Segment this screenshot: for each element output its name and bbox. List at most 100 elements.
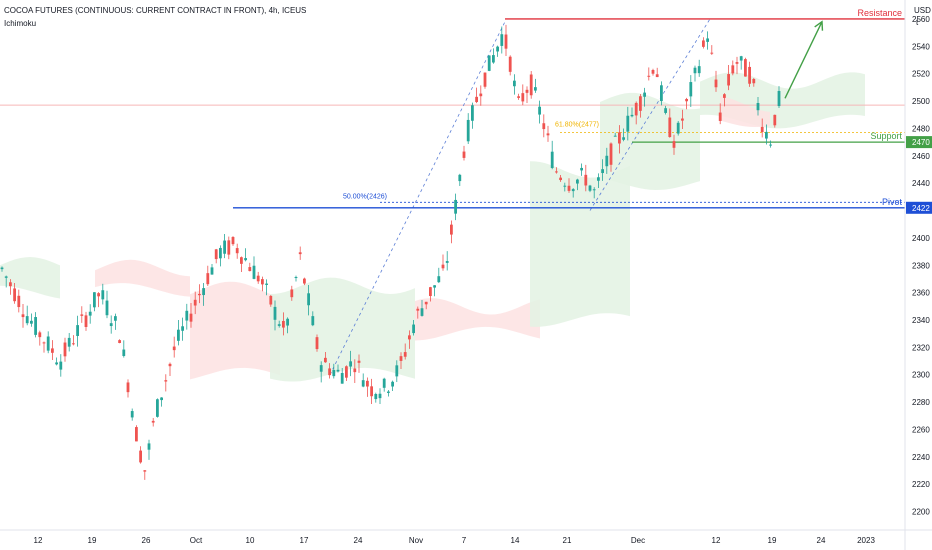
candle-body <box>487 55 491 71</box>
price-tick-label: 2300 <box>912 371 930 380</box>
price-tick-label: 2400 <box>912 234 930 243</box>
candle-body <box>118 340 121 343</box>
candle-body <box>164 380 168 382</box>
candle-body <box>559 177 562 181</box>
time-tick-label: 17 <box>300 536 309 545</box>
candle-body <box>261 279 264 285</box>
candle-body <box>265 283 268 285</box>
candle-body <box>294 277 298 279</box>
candle-body <box>752 78 756 84</box>
candle-body <box>76 325 79 336</box>
candle-body <box>9 282 12 287</box>
candle-body <box>471 105 474 121</box>
candle-body <box>227 240 231 255</box>
fib-label: 61.80%(2477) <box>555 122 599 129</box>
arrow-head-icon <box>814 20 824 31</box>
candle-body <box>639 96 642 111</box>
candle-body <box>525 89 529 93</box>
candle-body <box>97 293 100 297</box>
fib-trendline <box>589 18 711 211</box>
candle-body <box>168 363 172 367</box>
time-tick-label: 19 <box>88 536 97 545</box>
candle-body <box>349 361 352 367</box>
candle-body <box>534 87 537 91</box>
candle-body <box>55 362 58 365</box>
level-pivot-label: Pivot <box>882 197 903 207</box>
cloud-segment <box>270 277 415 382</box>
candle-body <box>214 249 218 260</box>
price-badge <box>906 136 932 149</box>
candle-body <box>340 373 344 384</box>
candle-body <box>290 289 294 298</box>
candle-body <box>303 278 306 284</box>
candle-body <box>298 252 302 255</box>
candle-body <box>466 119 470 142</box>
price-badge-label: 2422 <box>912 204 930 213</box>
candle-body <box>445 261 449 263</box>
candle-body <box>454 199 457 214</box>
candle-body <box>475 96 478 103</box>
cloud-segment <box>0 257 60 299</box>
candle-body <box>689 82 693 97</box>
candle-body <box>571 189 575 192</box>
candle-body <box>156 399 159 417</box>
candle-body <box>328 368 331 376</box>
candle-body <box>592 189 596 191</box>
candle-body <box>357 360 361 363</box>
candle-body <box>189 313 193 322</box>
annotations: 50.00%(2426) 61.80%(2477) <box>343 20 824 200</box>
candle-body <box>706 38 709 42</box>
candle-body <box>580 167 583 171</box>
candle-body <box>664 108 667 113</box>
candle-body <box>109 323 113 327</box>
candle-body <box>500 34 504 46</box>
candle-body <box>151 420 155 423</box>
horizontal-levels[interactable]: Resistance Support Pivot <box>233 8 905 209</box>
price-tick-label: 2320 <box>912 343 930 352</box>
price-tick-label: 2540 <box>912 42 930 51</box>
candle-body <box>0 267 4 270</box>
candle-body <box>718 112 722 121</box>
candle-body <box>336 369 340 372</box>
candle-body <box>714 79 718 88</box>
time-tick-label: 7 <box>462 536 467 545</box>
price-tick-label: 2220 <box>912 480 930 489</box>
candle-body <box>630 114 634 117</box>
candle-body <box>420 308 424 316</box>
candle-body <box>202 288 205 296</box>
candle-body <box>626 115 630 132</box>
level-resistance-label: Resistance <box>857 8 902 18</box>
time-tick-label: 21 <box>563 536 572 545</box>
candlesticks[interactable] <box>0 24 781 480</box>
candle-body <box>324 357 327 363</box>
candle-body <box>391 381 394 387</box>
candle-body <box>17 295 21 308</box>
indicator-label[interactable]: Ichimoku <box>4 19 37 28</box>
chart-title: COCOA FUTURES (CONTINUOUS: CURRENT CONTR… <box>4 6 307 15</box>
candle-body <box>538 106 541 115</box>
candle-body <box>739 56 743 61</box>
candle-body <box>605 155 609 167</box>
candle-body <box>198 293 201 296</box>
candle-body <box>231 237 235 245</box>
price-badge <box>906 201 932 214</box>
candle-body <box>672 141 676 148</box>
candle-body <box>681 118 684 121</box>
candle-body <box>332 370 336 377</box>
candle-body <box>634 102 638 116</box>
price-badge-label: 2470 <box>912 138 930 147</box>
candle-body <box>185 310 189 321</box>
candle-body <box>622 137 625 140</box>
candle-body <box>147 443 151 450</box>
candle-body <box>240 257 243 264</box>
candle-body <box>424 301 428 305</box>
candle-body <box>160 397 163 401</box>
candle-body <box>702 40 705 47</box>
price-tick-label: 2360 <box>912 289 930 298</box>
time-tick-label: 24 <box>354 536 363 545</box>
candle-body <box>492 55 495 63</box>
candle-body <box>4 276 8 278</box>
candle-body <box>496 46 499 52</box>
candle-body <box>387 391 390 393</box>
